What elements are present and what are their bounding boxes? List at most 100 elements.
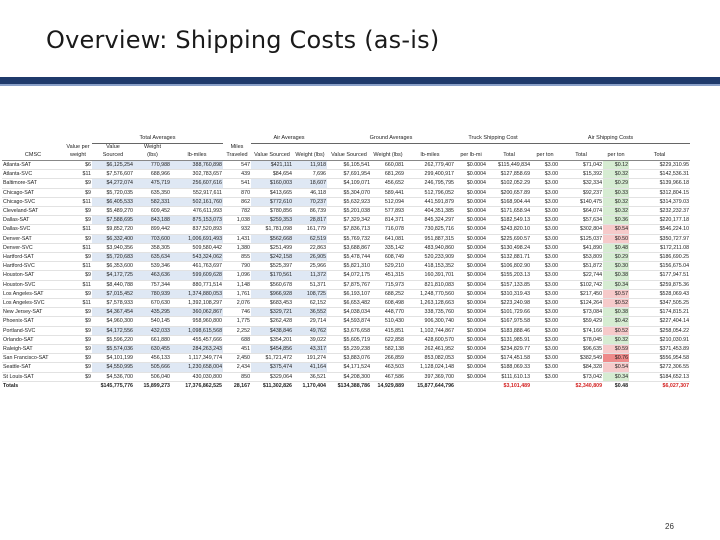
totals-cell: $3,101,489 <box>487 380 532 391</box>
table-cell: $310,319.43 <box>487 289 532 300</box>
table-cell: $4,367,454 <box>92 307 134 318</box>
table-cell: $160,003 <box>251 178 294 189</box>
table-cell: $3.00 <box>531 188 560 198</box>
table-cell: $167,975.58 <box>487 316 532 327</box>
table-cell: $3.00 <box>531 169 560 180</box>
table-cell: $413,665 <box>251 188 294 198</box>
table-cell: 688,252 <box>371 289 406 300</box>
table-cell: $0.59 <box>603 344 630 355</box>
table-cell: $4,172,725 <box>92 270 134 281</box>
table-cell: 26,905 <box>293 252 328 263</box>
table-cell: $9 <box>64 252 92 263</box>
table-cell: $3.00 <box>531 335 560 346</box>
group-header-air: Air Averages <box>251 134 328 144</box>
table-cell: 463,636 <box>134 270 171 281</box>
table-cell: $5,574,036 <box>92 344 134 355</box>
table-cell: $171,658.94 <box>487 206 532 217</box>
table-cell: $3.00 <box>531 234 560 244</box>
table-cell: 2,076 <box>223 298 252 309</box>
page-number: 26 <box>665 522 674 531</box>
table-cell: 1,038 <box>223 215 252 226</box>
table-cell: 932 <box>223 224 252 235</box>
row-label: Chicago-SAT <box>2 188 64 198</box>
table-cell: $560,678 <box>251 280 294 290</box>
table-cell: $6,405,533 <box>92 197 134 208</box>
totals-cell: $145,775,776 <box>92 380 134 391</box>
row-label: Orlando-SAT <box>2 335 64 346</box>
table-cell: 18,607 <box>293 178 328 189</box>
column-header-top <box>629 144 690 152</box>
table-cell: $0.0004 <box>455 178 488 189</box>
table-cell: 1,230,658,004 <box>171 362 224 373</box>
table-cell: $6,125,254 <box>92 160 134 171</box>
totals-cell <box>531 380 560 391</box>
column-header-top <box>603 144 629 152</box>
row-label: Phoenix-SAT <box>2 316 64 327</box>
table-cell: 299,400,917 <box>405 169 456 180</box>
table-cell: $9 <box>64 178 92 189</box>
table-cell: $0.29 <box>603 178 630 189</box>
table-cell: $5,304,070 <box>327 188 372 198</box>
table-cell: $329,721 <box>251 307 294 318</box>
column-header-row-top: Value per Value Weight Miles <box>2 144 690 152</box>
table-cell: $59,429 <box>559 316 604 327</box>
row-label: Chicago-SVC <box>2 197 64 208</box>
column-header-top <box>559 144 603 152</box>
table-cell: $0.0004 <box>455 160 488 171</box>
table-cell: 36,521 <box>293 372 328 382</box>
table-cell: $4,208,300 <box>327 372 372 382</box>
totals-label: Totals <box>2 380 64 391</box>
table-cell: 1,098,615,568 <box>171 326 224 336</box>
column-header: lb-miles <box>171 151 224 161</box>
table-cell: $217,450 <box>559 289 604 300</box>
table-cell: $11 <box>64 298 92 309</box>
table-cell: $11 <box>64 169 92 180</box>
table-cell: $101,729.66 <box>487 307 532 318</box>
table-cell: $1,781,098 <box>251 224 294 235</box>
column-header-top: Value <box>106 144 120 150</box>
table-cell: $64,074 <box>559 206 604 217</box>
table-cell: $438,846 <box>251 326 294 336</box>
table-cell: 582,331 <box>134 197 171 208</box>
table-cell: $0.48 <box>603 243 630 254</box>
table-cell: 29,714 <box>293 316 328 327</box>
table-cell: $3.00 <box>531 270 560 281</box>
table-cell: 715,973 <box>371 280 406 290</box>
table-cell: $127,858.69 <box>487 169 532 180</box>
table-cell: $5,489,270 <box>92 206 134 217</box>
table-cell: 641,081 <box>371 234 406 244</box>
totals-cell: $0.48 <box>603 380 630 391</box>
table-cell: 1,148 <box>223 280 252 290</box>
table-cell: $302,804 <box>559 224 604 235</box>
table-cell: 599,609,628 <box>171 270 224 281</box>
column-header: weight <box>64 151 92 161</box>
table-cell: 439 <box>223 169 252 180</box>
table-cell: 43,317 <box>293 344 328 355</box>
table-cell: $3.00 <box>531 289 560 300</box>
table-cell: 577,893 <box>371 206 406 217</box>
table-row: Hartford-SVC $11 $6,353,600 539,346 461,763,… <box>2 261 691 272</box>
table-cell: 461,763,697 <box>171 261 224 272</box>
table-cell: 635,634 <box>134 252 171 263</box>
table-row: New Jersey-SAT $9 $4,367,454 435,295 360,062… <box>2 307 691 318</box>
table-cell: $242,158 <box>251 252 294 263</box>
table-cell: 7,696 <box>293 169 328 180</box>
table-cell: 853,082,053 <box>405 353 456 364</box>
table-cell: $0.50 <box>603 234 630 244</box>
table-cell: $7,576,607 <box>92 169 134 180</box>
table-cell: $6,105,541 <box>327 160 372 171</box>
table-cell: 1,380 <box>223 243 252 254</box>
table-cell: $6,353,600 <box>92 261 134 272</box>
table-cell: 790 <box>223 261 252 272</box>
table-cell: 70,237 <box>293 197 328 208</box>
table-cell: $3.00 <box>531 243 560 254</box>
row-label: Dallas-SAT <box>2 215 64 226</box>
column-header: CMSC <box>2 151 64 161</box>
table-cell: 46,118 <box>293 188 328 198</box>
table-cell: $251,499 <box>251 243 294 254</box>
table-cell: 397,369,700 <box>405 372 456 382</box>
table-cell: 256,607,616 <box>171 178 224 189</box>
table-row: Atlanta-SAT $6 $6,125,254 770,988 388,760,89… <box>2 160 691 171</box>
table-cell: $7,578,933 <box>92 298 134 309</box>
table-cell: $0.0004 <box>455 316 488 327</box>
